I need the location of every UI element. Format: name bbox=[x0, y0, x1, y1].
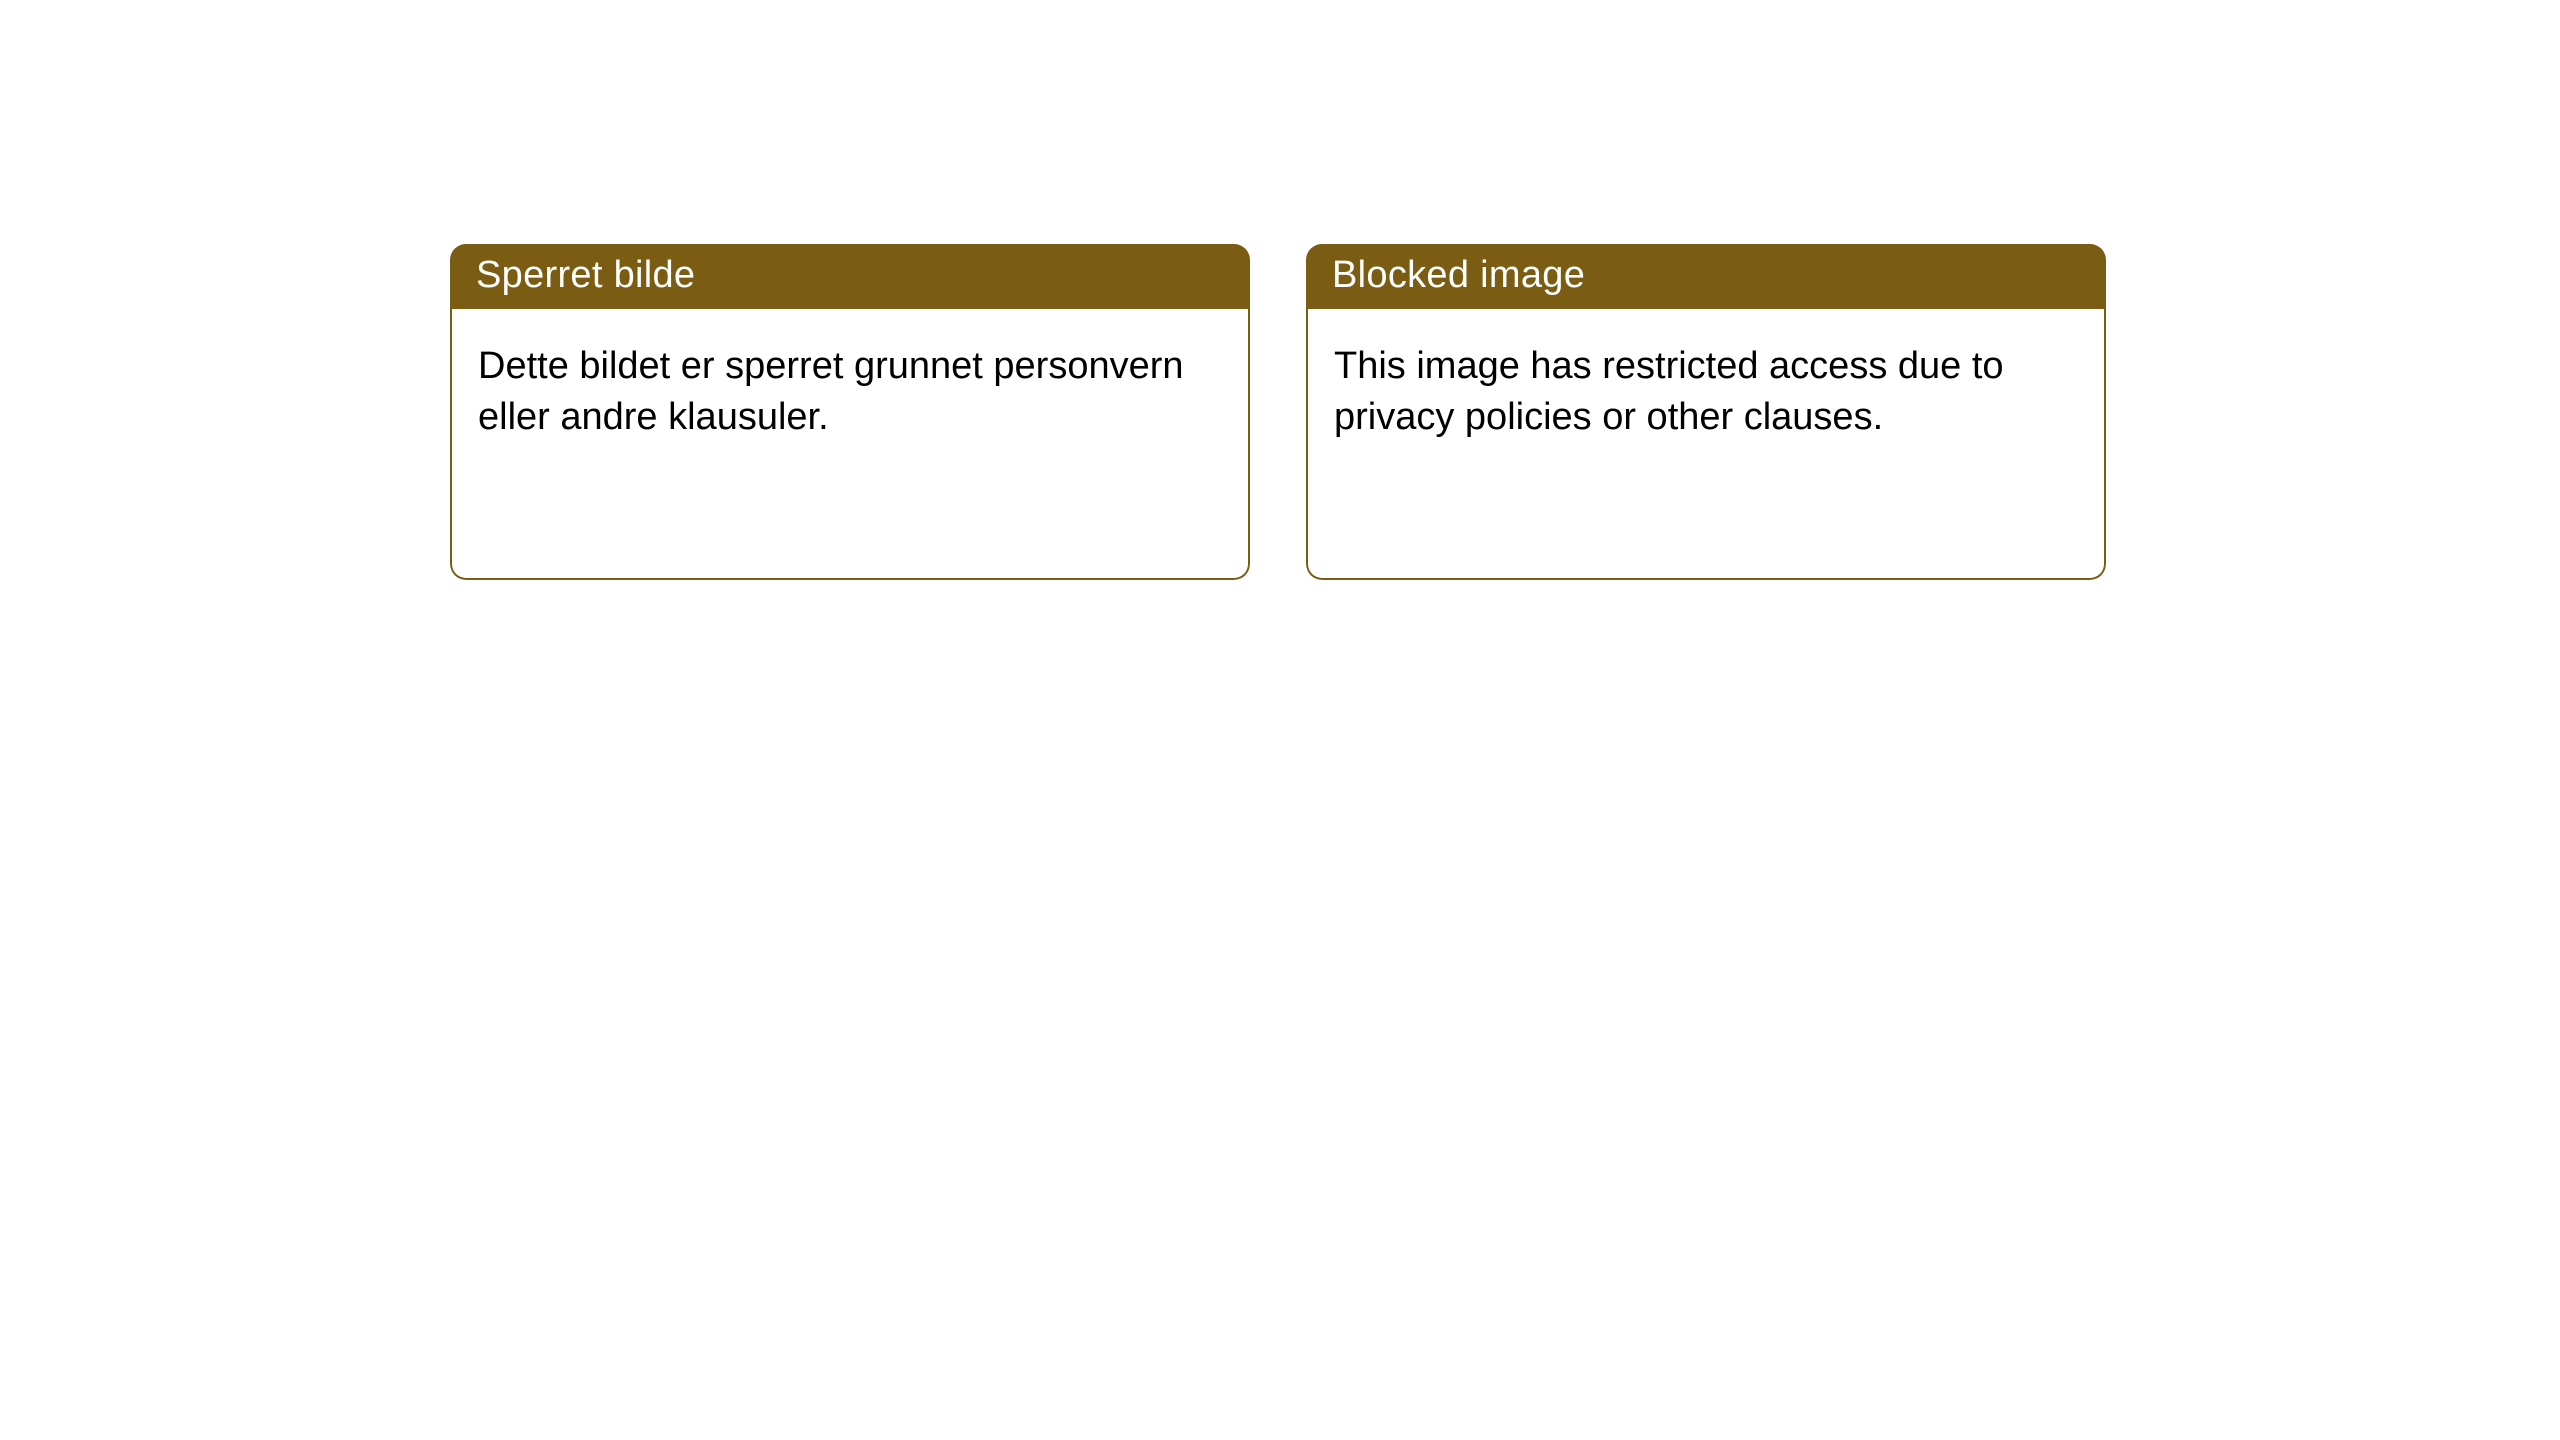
notice-card-body: This image has restricted access due to … bbox=[1306, 309, 2106, 580]
notice-cards-container: Sperret bilde Dette bildet er sperret gr… bbox=[450, 244, 2106, 580]
notice-card-title: Blocked image bbox=[1306, 244, 2106, 309]
notice-card-body: Dette bildet er sperret grunnet personve… bbox=[450, 309, 1250, 580]
notice-card-norwegian: Sperret bilde Dette bildet er sperret gr… bbox=[450, 244, 1250, 580]
notice-card-english: Blocked image This image has restricted … bbox=[1306, 244, 2106, 580]
notice-card-title: Sperret bilde bbox=[450, 244, 1250, 309]
